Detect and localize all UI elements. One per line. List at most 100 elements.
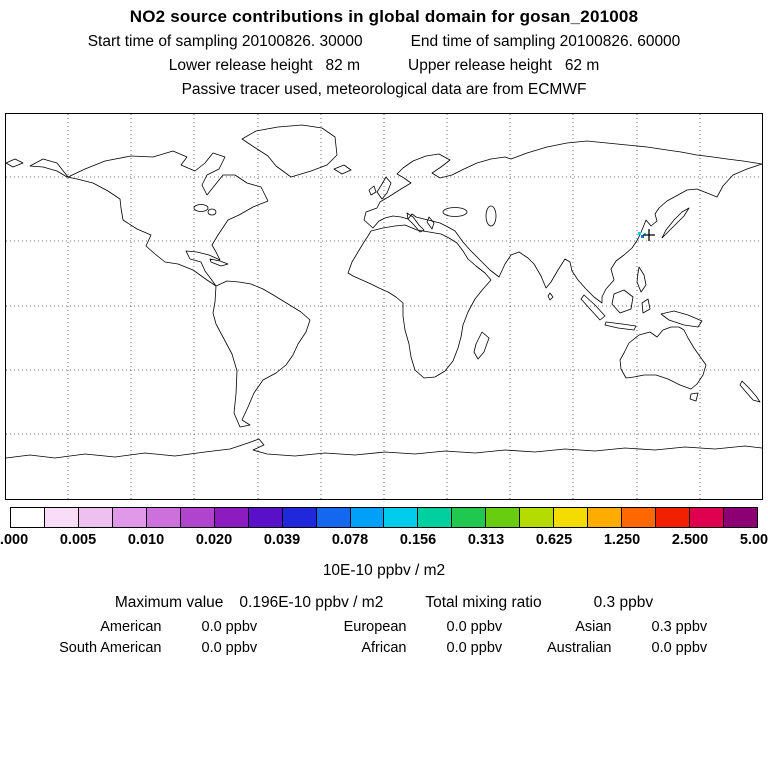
map-gridlines: [6, 114, 762, 499]
region-contributions: American 0.0 ppbv European 0.0 ppbv Asia…: [17, 619, 752, 656]
region-name-african: African: [361, 640, 407, 656]
lower-release-text: Lower release height 82 m: [168, 57, 360, 74]
colorbar-segment: [214, 508, 249, 527]
region-value-australian: 0.0 ppbv: [651, 640, 708, 656]
world-map: [5, 113, 763, 500]
coastline-java: [604, 321, 637, 331]
colorbar-segment: [146, 508, 181, 527]
end-time-text: End time of sampling 20100826. 60000: [410, 33, 681, 50]
region-name-american: American: [100, 619, 162, 635]
coastline-sri-lanka: [547, 292, 554, 301]
colorbar-tick-label: 0.005: [59, 532, 97, 548]
region-name-asian: Asian: [575, 619, 612, 635]
colorbar-segment: [690, 508, 725, 527]
colorbar-segment: [316, 508, 351, 527]
colorbar-segment: [11, 508, 45, 527]
coastline-cuba: [209, 258, 229, 267]
colorbar-segment: [622, 508, 657, 527]
colorbar-tick-label: 0.156: [399, 532, 437, 548]
colorbar-tick-label: 0.010: [127, 532, 165, 548]
colorbar-segment: [78, 508, 113, 527]
coastline-south-america: [212, 280, 311, 428]
region-value-asian: 0.3 ppbv: [651, 619, 708, 635]
colorbar-tick-label: 0.020: [195, 532, 233, 548]
coastline-iceland: [333, 164, 352, 175]
coastline-italy: [406, 212, 425, 233]
world-map-svg: [5, 113, 763, 500]
colorbar-segment: [724, 508, 757, 527]
coastline-sulawesi: [641, 298, 651, 314]
colorbar-segment: [248, 508, 283, 527]
max-value-text: 0.196E-10 ppbv / m2: [239, 594, 384, 611]
coastline-sumatra: [580, 294, 606, 321]
colorbar-tick-labels: 0.000 0.005 0.010 0.020 0.039 0.078 0.156 0.313…: [0, 532, 768, 552]
coastline-antarctica: [5, 438, 763, 459]
coastline-new-guinea: [660, 310, 703, 328]
total-mixing-ratio-label: Total mixing ratio: [425, 594, 542, 611]
colorbar-tick-label: 0.000: [0, 532, 29, 548]
black-sea: [442, 207, 468, 217]
colorbar-segment: [554, 508, 589, 527]
coastline-philippines: [636, 266, 647, 293]
colorbar-units-label: 10E-10 ppbv / m2: [322, 562, 446, 579]
tracer-note-text: Passive tracer used, meteorological data…: [181, 81, 587, 98]
colorbar-segment: [282, 508, 317, 527]
start-time-text: Start time of sampling 20100826. 30000: [87, 33, 363, 50]
coastline-africa: [347, 224, 492, 379]
station-marker: [643, 229, 655, 241]
region-name-european: European: [343, 619, 407, 635]
colorbar-segment: [656, 508, 691, 527]
region-value-european: 0.0 ppbv: [446, 619, 503, 635]
colorbar-segment: [452, 508, 487, 527]
plot-title: NO2 source contributions in global domai…: [129, 7, 639, 26]
colorbar-segment: [384, 508, 419, 527]
coastline-greece: [426, 216, 435, 230]
coastline-north-america: [29, 150, 269, 287]
colorbar-tick-label: 1.250: [603, 532, 641, 548]
coastline-japan: [661, 207, 690, 239]
coastline-australia: [619, 326, 707, 390]
total-mixing-ratio-value: 0.3 ppbv: [593, 594, 654, 611]
concentration-plume: [638, 232, 646, 238]
coastline-borneo: [611, 289, 634, 314]
colorbar-tick-label: 0.625: [535, 532, 573, 548]
coastline-tasmania: [689, 392, 699, 402]
release-heights-line: Lower release height 82 m Upper release h…: [0, 57, 768, 75]
colorbar: [10, 507, 758, 528]
colorbar-segment: [520, 508, 555, 527]
colorbar-tick-label: 0.078: [331, 532, 369, 548]
colorbar-tick-label: 0.313: [467, 532, 505, 548]
colorbar-segment: [588, 508, 623, 527]
stats-summary-line: Maximum value 0.196E-10 ppbv / m2 Total mi…: [0, 594, 768, 612]
coastline-chukotka-edge: [5, 158, 24, 168]
colorbar-tick-label: 5.000: [739, 532, 768, 548]
colorbar-tick-label: 0.039: [263, 532, 301, 548]
region-name-australian: Australian: [547, 640, 612, 656]
coastline-eurasia: [363, 140, 763, 304]
region-value-american: 0.0 ppbv: [201, 619, 258, 635]
region-value-south-american: 0.0 ppbv: [201, 640, 258, 656]
colorbar-segment: [44, 508, 79, 527]
colorbar-segment: [112, 508, 147, 527]
colorbar-segment: [418, 508, 453, 527]
colorbar-segment: [486, 508, 521, 527]
great-lakes: [193, 204, 209, 212]
region-name-south-american: South American: [59, 640, 162, 656]
map-coastlines: [5, 124, 763, 459]
caspian-sea: [485, 205, 497, 227]
tracer-note-line: Passive tracer used, meteorological data…: [0, 81, 768, 99]
coastline-uk: [376, 176, 392, 200]
coastline-new-zealand: [739, 380, 761, 403]
max-value-label: Maximum value: [114, 594, 224, 611]
region-value-african: 0.0 ppbv: [446, 640, 503, 656]
colorbar-segment: [180, 508, 215, 527]
colorbar-tick-label: 2.500: [671, 532, 709, 548]
coastline-greenland: [241, 124, 338, 178]
upper-release-text: Upper release height 62 m: [408, 57, 600, 74]
coastline-madagascar: [473, 331, 490, 360]
sampling-times-line: Start time of sampling 20100826. 30000 En…: [0, 33, 768, 51]
colorbar-segment: [350, 508, 385, 527]
great-lakes-east: [207, 208, 217, 216]
coastline-ireland: [368, 185, 377, 196]
